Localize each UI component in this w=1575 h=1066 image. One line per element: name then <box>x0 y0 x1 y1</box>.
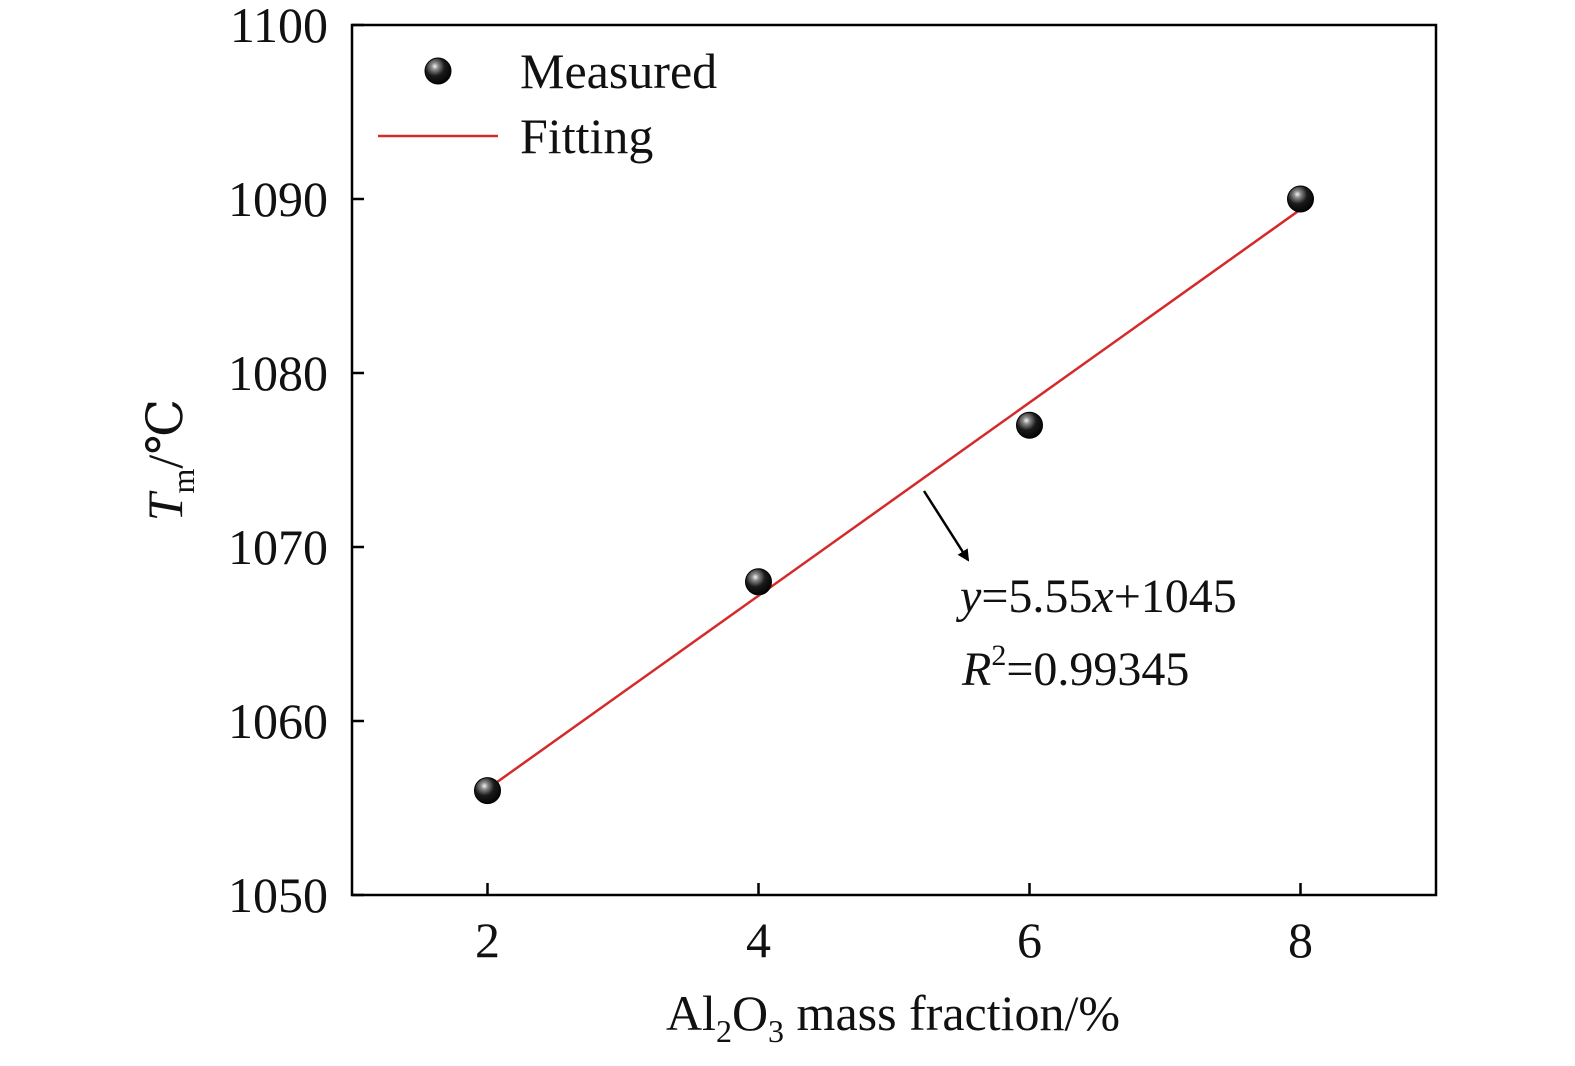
plot-frame <box>350 23 1438 897</box>
measured-point <box>1287 185 1314 213</box>
measured-point <box>1016 411 1043 439</box>
r-squared: R2=0.99345 <box>961 639 1189 696</box>
x-tick-label: 6 <box>1017 912 1042 968</box>
x-axis-ticks: 2 4 6 8 <box>475 883 1313 968</box>
x-tick-label: 4 <box>746 912 771 968</box>
y-tick-label: 1060 <box>228 693 328 749</box>
y-axis-title: Tm/℃ <box>137 399 201 522</box>
fit-equation: y=5.55x+1045 <box>955 570 1237 623</box>
fitting-line <box>486 208 1302 790</box>
y-tick-label: 1100 <box>230 0 328 53</box>
legend-measured-marker <box>424 57 452 85</box>
x-axis-title: Al2O3 mass fraction/% <box>666 985 1120 1049</box>
series-layer <box>474 185 1314 805</box>
y-tick-label: 1050 <box>228 867 328 923</box>
legend-fitting-label: Fitting <box>520 108 653 164</box>
annotation-arrow <box>922 490 970 562</box>
y-axis-ticks: 1050 1060 1070 1080 1090 1100 <box>228 0 364 923</box>
y-tick-label: 1080 <box>228 345 328 401</box>
y-tick-label: 1090 <box>228 171 328 227</box>
legend-measured-label: Measured <box>520 43 717 99</box>
measured-point <box>745 568 772 596</box>
x-tick-label: 2 <box>475 912 500 968</box>
measured-point <box>474 777 501 805</box>
x-tick-label: 8 <box>1288 912 1313 968</box>
y-tick-label: 1070 <box>228 519 328 575</box>
legend: Measured Fitting <box>378 43 717 164</box>
